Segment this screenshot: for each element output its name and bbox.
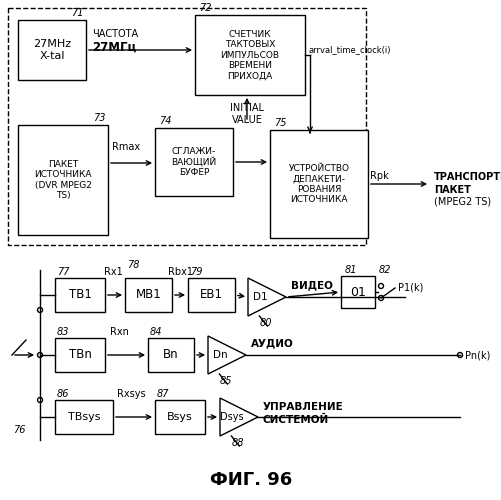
Text: 74: 74 [159, 116, 171, 126]
FancyBboxPatch shape [18, 20, 86, 80]
FancyBboxPatch shape [18, 125, 108, 235]
Text: 83: 83 [57, 327, 69, 337]
Text: 84: 84 [150, 327, 162, 337]
Text: 72: 72 [198, 3, 211, 13]
Text: 77: 77 [57, 267, 69, 277]
Text: 01: 01 [349, 286, 365, 298]
Text: D1: D1 [252, 292, 267, 302]
Text: ЧАСТОТА: ЧАСТОТА [92, 29, 138, 39]
FancyBboxPatch shape [340, 276, 374, 308]
FancyBboxPatch shape [194, 15, 305, 95]
Text: 88: 88 [231, 438, 244, 448]
Text: Bn: Bn [163, 348, 178, 362]
Text: P1(k): P1(k) [397, 282, 422, 292]
Text: Dn: Dn [212, 350, 227, 360]
Text: 81: 81 [344, 265, 357, 275]
Text: 85: 85 [219, 376, 232, 386]
Text: EB1: EB1 [199, 288, 222, 302]
Text: 27MHz
X-tal: 27MHz X-tal [33, 39, 71, 61]
Text: СИСТЕМОЙ: СИСТЕМОЙ [263, 415, 329, 425]
FancyBboxPatch shape [155, 400, 204, 434]
FancyBboxPatch shape [155, 128, 232, 196]
Text: Rbx1: Rbx1 [168, 267, 193, 277]
Text: (MPEG2 TS): (MPEG2 TS) [433, 196, 490, 206]
Text: 76: 76 [14, 425, 26, 435]
Text: ПАКЕТ: ПАКЕТ [433, 185, 470, 195]
Text: СГЛАЖИ-
ВАЮЩИЙ
БУФЕР: СГЛАЖИ- ВАЮЩИЙ БУФЕР [171, 146, 216, 178]
Text: Rpk: Rpk [369, 171, 388, 181]
Text: Rmax: Rmax [112, 142, 140, 152]
Text: INITIAL
VALUE: INITIAL VALUE [229, 103, 264, 124]
Text: Rx1: Rx1 [103, 267, 122, 277]
Text: 80: 80 [260, 318, 272, 328]
Text: TBn: TBn [69, 348, 91, 362]
FancyBboxPatch shape [270, 130, 367, 238]
Text: УСТРОЙСТВО
ДЕПАКЕТИ-
РОВАНИЯ
ИСТОЧНИКА: УСТРОЙСТВО ДЕПАКЕТИ- РОВАНИЯ ИСТОЧНИКА [288, 164, 349, 204]
Text: ВИДЕО: ВИДЕО [291, 280, 332, 290]
Text: ФИГ. 96: ФИГ. 96 [209, 471, 292, 489]
Text: 86: 86 [57, 389, 69, 399]
Text: TBsys: TBsys [68, 412, 100, 422]
Text: 78: 78 [127, 260, 139, 270]
Text: Pn(k): Pn(k) [464, 350, 489, 360]
FancyBboxPatch shape [55, 278, 105, 312]
Text: 71: 71 [71, 8, 84, 18]
FancyBboxPatch shape [55, 400, 113, 434]
Text: Rxsys: Rxsys [117, 389, 145, 399]
FancyBboxPatch shape [148, 338, 193, 372]
Text: 27МГц: 27МГц [92, 40, 136, 54]
Text: ПАКЕТ
ИСТОЧНИКА
(DVR MPEG2
TS): ПАКЕТ ИСТОЧНИКА (DVR MPEG2 TS) [34, 160, 92, 200]
Text: 73: 73 [93, 113, 106, 123]
Text: УПРАВЛЕНИЕ: УПРАВЛЕНИЕ [263, 402, 343, 412]
FancyBboxPatch shape [188, 278, 234, 312]
Text: 82: 82 [378, 265, 391, 275]
Text: 75: 75 [274, 118, 286, 128]
Text: 79: 79 [189, 267, 202, 277]
Text: Bsys: Bsys [167, 412, 192, 422]
Text: 87: 87 [157, 389, 169, 399]
FancyBboxPatch shape [55, 338, 105, 372]
Text: СЧЕТЧИК
ТАКТОВЫХ
ИМПУЛЬСОВ
ВРЕМЕНИ
ПРИХОДА: СЧЕТЧИК ТАКТОВЫХ ИМПУЛЬСОВ ВРЕМЕНИ ПРИХО… [220, 30, 279, 80]
Text: Rxn: Rxn [110, 327, 129, 337]
Text: TB1: TB1 [69, 288, 91, 302]
Text: АУДИО: АУДИО [250, 338, 293, 348]
Text: ТРАНСПОРТНЫЙ: ТРАНСПОРТНЫЙ [433, 172, 501, 182]
Text: Dsys: Dsys [220, 412, 243, 422]
Text: MB1: MB1 [135, 288, 161, 302]
Text: arrval_time_clock(i): arrval_time_clock(i) [309, 46, 391, 54]
FancyBboxPatch shape [125, 278, 172, 312]
